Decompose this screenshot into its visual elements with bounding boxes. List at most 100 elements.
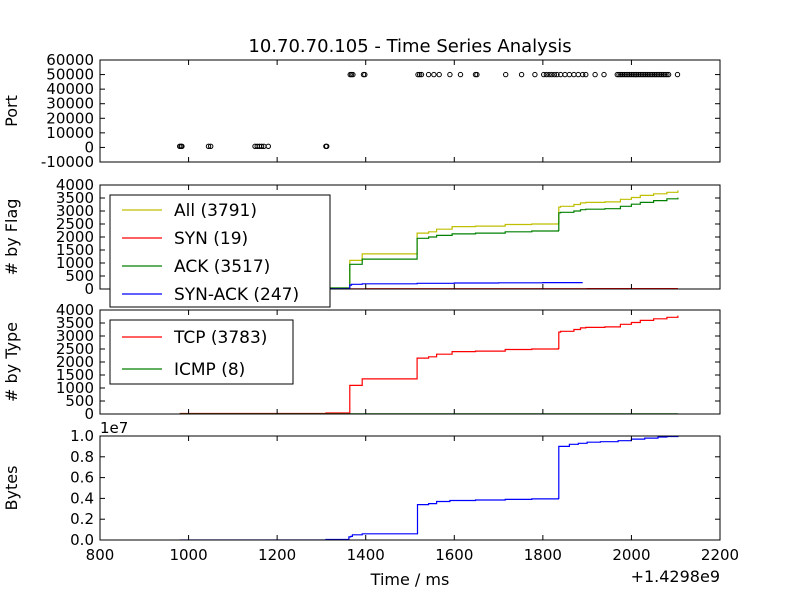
panels: -100000100002000030000400005000060000Por… xyxy=(2,51,739,564)
x-axis-label: Time / ms xyxy=(370,570,450,589)
x-tick-label: 2200 xyxy=(701,546,739,564)
y-tick-label: 1.0 xyxy=(70,427,94,445)
y-axis-label: Port xyxy=(2,95,21,127)
data-point xyxy=(616,71,622,78)
y-tick-label: 0.8 xyxy=(70,448,94,466)
data-point xyxy=(639,71,645,78)
x-tick-label: 1200 xyxy=(258,546,296,564)
data-point xyxy=(417,71,423,78)
plot-area xyxy=(179,436,679,540)
data-point xyxy=(362,71,368,78)
y-tick-label: 50000 xyxy=(46,66,94,84)
data-point xyxy=(614,71,620,78)
y-tick-label: 1500 xyxy=(56,241,94,259)
data-point xyxy=(518,71,525,78)
data-point xyxy=(457,71,464,78)
legend-item: TCP (3783) xyxy=(122,328,267,348)
y-tick-label: 2000 xyxy=(56,353,94,371)
series-line-ack xyxy=(179,197,679,289)
data-point xyxy=(258,143,265,150)
data-point xyxy=(625,71,631,78)
data-point xyxy=(551,71,558,78)
legend-item: ICMP (8) xyxy=(122,360,245,380)
data-point xyxy=(583,71,589,78)
data-point xyxy=(646,71,652,78)
data-point xyxy=(324,143,330,150)
y-tick-label: 0 xyxy=(84,280,94,298)
data-point xyxy=(503,71,509,78)
y-axis-label: # by Flag xyxy=(2,199,21,276)
legend-label: ICMP (8) xyxy=(174,360,245,380)
series-line-tcp xyxy=(179,315,679,414)
legend-item: All (3791) xyxy=(122,201,257,221)
legend-label: ACK (3517) xyxy=(174,257,270,277)
chart-title: 10.70.70.105 - Time Series Analysis xyxy=(248,36,571,57)
data-point xyxy=(635,71,642,78)
data-point xyxy=(628,71,635,78)
data-point xyxy=(532,71,538,78)
data-point xyxy=(541,71,547,78)
legend-label: All (3791) xyxy=(174,201,257,221)
data-point xyxy=(601,71,607,78)
axes-frame xyxy=(99,59,721,163)
y-axis-label: # by Type xyxy=(2,322,21,402)
y-axis-label: Bytes xyxy=(2,466,21,511)
x-tick-label: 2000 xyxy=(612,546,650,564)
data-point xyxy=(350,71,356,78)
y-tick-label: 3500 xyxy=(56,314,94,332)
data-point xyxy=(447,71,453,78)
y-tick-label: 4000 xyxy=(56,176,94,194)
data-point xyxy=(592,71,598,78)
x-tick-label: 1400 xyxy=(347,546,385,564)
x-offset-label: +1.4298e9 xyxy=(631,567,720,586)
y-tick-label: 0.0 xyxy=(70,531,94,549)
legend-item: SYN-ACK (247) xyxy=(122,285,299,305)
data-point xyxy=(265,143,271,150)
axes-frame xyxy=(99,435,721,541)
data-point xyxy=(623,71,629,78)
legend-item: SYN (19) xyxy=(122,229,248,249)
data-point xyxy=(436,71,442,78)
y-tick-label: 500 xyxy=(65,267,94,285)
y-tick-label: 2500 xyxy=(56,215,94,233)
data-point xyxy=(566,71,573,78)
y-tick-label: 500 xyxy=(65,392,94,410)
data-point xyxy=(627,71,633,78)
data-point xyxy=(664,71,670,78)
y-tick-label: 0.4 xyxy=(70,489,94,507)
legend-label: TCP (3783) xyxy=(173,328,267,348)
legend: TCP (3783) ICMP (8) xyxy=(109,319,294,385)
y-tick-label: 10000 xyxy=(46,124,94,142)
y-tick-label: 3500 xyxy=(56,189,94,207)
data-point xyxy=(650,71,656,78)
y-tick-label: -10000 xyxy=(41,153,94,171)
data-point xyxy=(665,71,672,78)
y-tick-label: 0.6 xyxy=(70,469,94,487)
data-point xyxy=(660,71,666,78)
x-tick-label: 1800 xyxy=(524,546,562,564)
legend-label: SYN (19) xyxy=(174,229,248,249)
x-tick-label: 1000 xyxy=(169,546,207,564)
data-point xyxy=(418,71,425,78)
y-tick-label: 1500 xyxy=(56,366,94,384)
data-point xyxy=(415,71,421,78)
data-point xyxy=(208,143,214,150)
data-point xyxy=(662,71,668,78)
legend-label: SYN-ACK (247) xyxy=(174,285,299,305)
data-point xyxy=(546,71,552,78)
data-point xyxy=(474,71,480,78)
data-point xyxy=(549,71,555,78)
data-point xyxy=(179,143,185,150)
data-point xyxy=(651,71,658,78)
y-tick-label: 1000 xyxy=(56,379,94,397)
data-point xyxy=(621,71,627,78)
data-point xyxy=(632,71,638,78)
y-tick-label: 60000 xyxy=(46,51,94,69)
legend-box xyxy=(109,319,294,385)
data-point xyxy=(634,71,640,78)
data-point xyxy=(618,71,624,78)
y-tick-label: 0 xyxy=(84,138,94,156)
data-point xyxy=(644,71,651,78)
